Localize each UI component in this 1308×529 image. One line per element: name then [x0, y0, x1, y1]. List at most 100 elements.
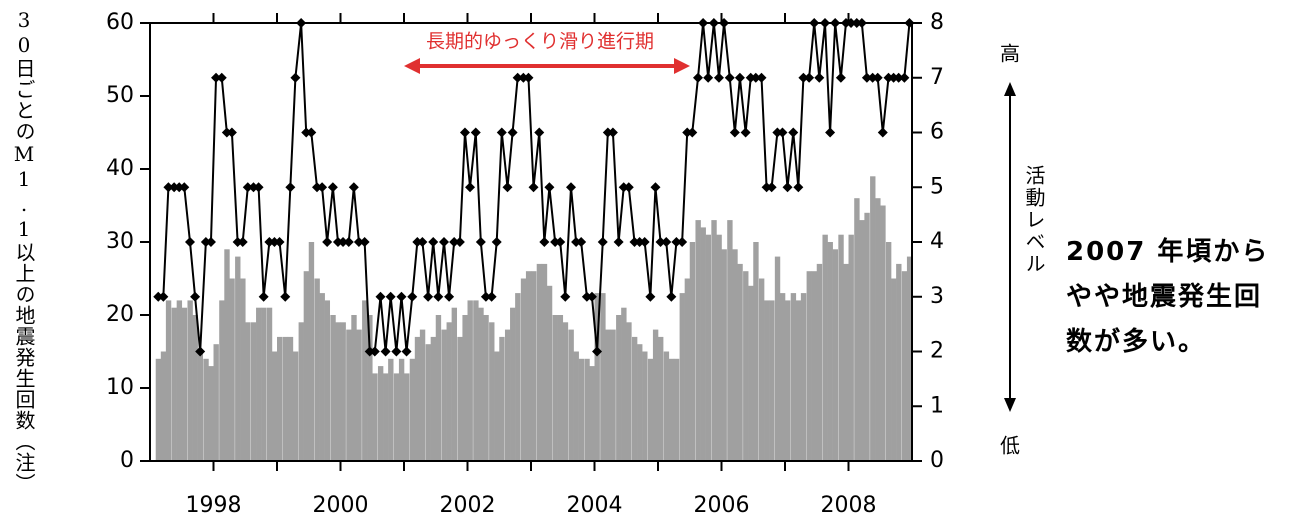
marker: [353, 237, 364, 247]
bar: [536, 263, 543, 461]
marker: [290, 72, 301, 83]
marker: [385, 291, 396, 302]
marker: [756, 72, 767, 83]
marker: [327, 182, 338, 193]
marker: [571, 237, 582, 247]
y-tick-label: 20: [106, 302, 134, 327]
bar: [419, 329, 426, 461]
marker: [883, 72, 894, 83]
side-note-line: やや地震発生回: [1066, 282, 1263, 312]
bar: [621, 307, 627, 461]
bar: [483, 315, 489, 461]
marker: [407, 291, 418, 302]
y2-tick-label: 7: [930, 65, 944, 90]
marker: [623, 182, 634, 193]
x-tick-label: 1998: [186, 493, 242, 518]
bar: [642, 351, 648, 461]
bar: [811, 271, 818, 461]
bar: [494, 351, 500, 461]
bar: [171, 307, 177, 461]
bar: [425, 344, 431, 461]
marker: [444, 291, 455, 302]
bar: [880, 205, 886, 461]
marker: [661, 237, 672, 247]
bar: [541, 263, 548, 461]
marker: [491, 237, 502, 247]
marker: [677, 237, 688, 247]
bar: [271, 351, 278, 461]
marker: [433, 291, 444, 302]
x-tick-label: 2008: [821, 493, 877, 518]
marker: [729, 127, 740, 138]
bar: [546, 285, 553, 461]
marker: [396, 291, 407, 302]
bar: [769, 300, 775, 461]
x-tick-label: 2000: [313, 493, 369, 518]
bar: [875, 198, 881, 461]
bar: [870, 176, 876, 462]
bar: [208, 366, 214, 461]
marker: [412, 237, 423, 247]
marker: [899, 72, 910, 83]
bar: [499, 336, 505, 461]
y2-axis-label: 活動レベル: [1022, 165, 1046, 275]
bar: [626, 322, 632, 461]
bar: [398, 358, 405, 461]
marker: [825, 127, 836, 138]
marker: [724, 72, 735, 83]
marker: [502, 182, 513, 193]
bar: [335, 322, 341, 461]
bar: [721, 249, 727, 461]
bar: [340, 322, 346, 461]
bar: [795, 300, 802, 461]
bar: [695, 220, 701, 461]
marker: [232, 237, 243, 247]
marker: [269, 237, 280, 247]
marker: [788, 127, 799, 138]
marker: [496, 127, 507, 138]
marker: [555, 237, 566, 247]
bar: [896, 263, 902, 461]
bar: [404, 373, 410, 461]
marker: [793, 182, 804, 193]
y2-tick-label: 5: [930, 174, 944, 199]
y-tick-label: 40: [106, 156, 134, 181]
y2-tick-label: 2: [930, 339, 944, 364]
bar: [430, 336, 437, 461]
marker: [618, 182, 629, 193]
bar: [414, 336, 421, 461]
marker: [343, 237, 354, 247]
marker: [671, 237, 682, 247]
y2-tick-label: 8: [930, 10, 944, 35]
bar: [705, 234, 712, 461]
bar: [668, 358, 675, 461]
bar: [631, 336, 638, 461]
bar: [235, 256, 241, 461]
marker: [417, 237, 428, 247]
marker: [190, 291, 201, 302]
marker: [348, 182, 359, 193]
bar: [314, 278, 320, 461]
bar: [832, 249, 839, 461]
marker: [216, 72, 227, 83]
bar: [213, 344, 219, 461]
arrow-head: [1004, 398, 1016, 412]
bar: [800, 293, 807, 461]
bar: [616, 315, 622, 461]
marker: [745, 72, 756, 83]
marker: [317, 182, 328, 193]
bar: [308, 242, 315, 461]
bar: [743, 271, 749, 461]
bar: [367, 315, 373, 461]
y2-tick-label: 1: [930, 393, 944, 418]
bar: [679, 293, 685, 461]
marker: [359, 237, 370, 247]
bar: [298, 322, 304, 461]
marker: [693, 72, 704, 83]
bar: [816, 263, 823, 461]
bar: [684, 278, 691, 461]
bar: [266, 307, 273, 461]
bar: [409, 358, 416, 461]
bar: [843, 263, 849, 461]
